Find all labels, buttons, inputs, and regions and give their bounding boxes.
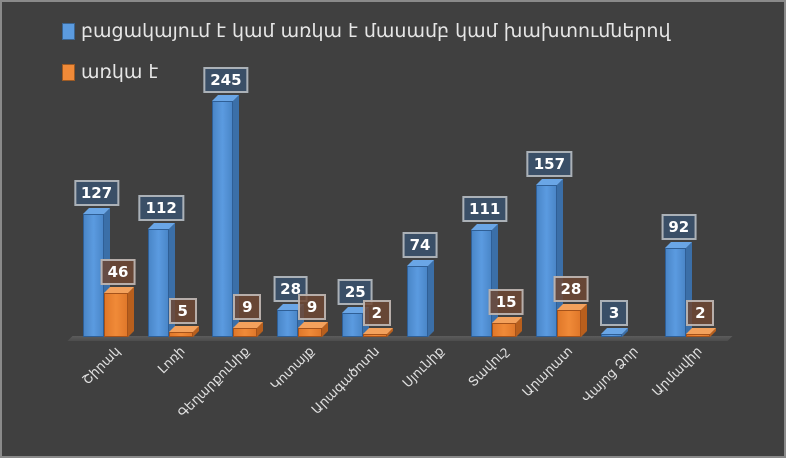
bar-series-2 — [556, 303, 587, 337]
x-axis-label: Լոռի — [155, 344, 189, 378]
bar-series-1 — [471, 223, 499, 337]
x-axis-label: Շիրակ — [79, 344, 124, 389]
bar-series-2 — [686, 328, 717, 337]
data-label: 3 — [600, 300, 629, 327]
legend-swatch-orange — [62, 63, 75, 81]
data-label: 9 — [233, 294, 262, 321]
legend-swatch-blue — [62, 22, 75, 40]
legend-label: առկա է — [81, 61, 159, 83]
legend-label: բացակայում է կամ առկա է մասամբ կամ խախտո… — [81, 20, 671, 42]
data-label: 111 — [462, 195, 508, 222]
bar-series-1 — [665, 242, 693, 337]
bar-series-2 — [104, 286, 134, 337]
bar-series-2 — [233, 322, 264, 337]
data-label: 92 — [661, 214, 697, 241]
x-axis-label: Կոտայք — [268, 344, 318, 394]
bar-series-1 — [535, 179, 563, 337]
data-label: 157 — [526, 151, 573, 178]
bar-series-1 — [147, 222, 175, 337]
bar-series-2 — [168, 326, 199, 337]
bar-series-1 — [406, 259, 434, 337]
x-axis-label: Արարատ — [520, 344, 577, 401]
legend: բացակայում է կամ առկա է մասամբ կամ խախտո… — [62, 16, 671, 98]
bar-series-2 — [298, 322, 329, 337]
bar-side — [128, 286, 134, 337]
bar-front — [233, 328, 258, 337]
bar-front — [686, 334, 711, 337]
bar-series-2 — [362, 328, 393, 337]
x-axis-label: Վայոց Ձոր — [578, 344, 642, 407]
bar-front — [492, 322, 517, 337]
x-axis-label: Արագածոտն — [308, 344, 383, 418]
bar-series-1 — [341, 306, 369, 337]
bar-side — [427, 259, 434, 337]
bar-front — [104, 292, 128, 337]
data-label: 127 — [73, 180, 120, 207]
bar-series-2 — [492, 316, 523, 337]
bar-front — [535, 185, 557, 337]
bar-series-1 — [600, 328, 628, 337]
data-label: 245 — [203, 66, 249, 93]
bar-front — [168, 332, 193, 337]
bar-front — [212, 100, 234, 337]
bar-front — [298, 328, 323, 337]
data-label: 2 — [686, 300, 715, 326]
bar-series-1 — [277, 303, 305, 337]
data-label: 28 — [553, 275, 589, 302]
data-label: 46 — [100, 258, 136, 285]
bar-front — [362, 334, 387, 337]
legend-item-series-2: առկա է — [62, 57, 671, 87]
data-label: 25 — [337, 278, 373, 305]
data-label: 112 — [138, 194, 184, 221]
data-label: 9 — [298, 294, 327, 321]
bar-front — [147, 228, 169, 337]
bar-series-1 — [212, 94, 240, 337]
bar-front — [665, 248, 687, 337]
data-label: 15 — [488, 288, 524, 315]
data-label: 2 — [362, 300, 391, 326]
bar-front — [600, 334, 622, 337]
legend-item-series-1: բացակայում է կամ առկա է մասամբ կամ խախտո… — [62, 16, 671, 46]
bar-front — [277, 309, 299, 337]
data-label: 74 — [402, 231, 438, 258]
x-axis-label: Տավուշ — [465, 344, 512, 391]
bar-front — [406, 265, 428, 337]
bar-front — [341, 312, 363, 337]
bar-front — [556, 309, 581, 337]
data-label: 5 — [168, 298, 197, 325]
x-axis-label: Սյունիք — [399, 344, 448, 392]
bar-front — [471, 229, 493, 337]
x-axis-label: Արմավիր — [650, 344, 706, 400]
